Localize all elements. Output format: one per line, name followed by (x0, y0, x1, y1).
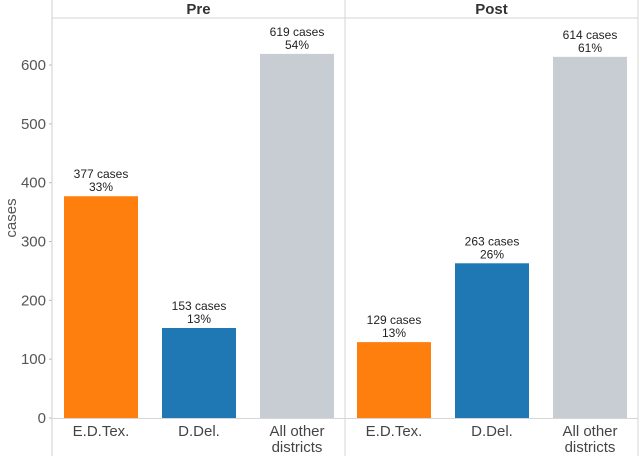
panel-title: Pre (186, 1, 210, 18)
data-label-percent: 33% (89, 180, 113, 194)
bar-d-del (162, 328, 236, 418)
y-tick-label: 600 (21, 57, 46, 74)
bar-e-d-tex (64, 196, 138, 418)
data-label-percent: 26% (480, 247, 504, 261)
y-tick-label: 300 (21, 234, 46, 251)
data-label-cases: 263 cases (465, 234, 520, 248)
data-label-percent: 54% (285, 38, 309, 52)
y-tick-label: 400 (21, 175, 46, 192)
x-tick-label: D.Del. (178, 423, 220, 440)
x-tick-label: E.D.Tex. (73, 423, 130, 440)
data-label-cases: 153 cases (172, 299, 227, 313)
bar-d-del (455, 263, 529, 418)
x-tick-label: All other (269, 423, 324, 440)
x-tick-label: D.Del. (471, 423, 513, 440)
data-label-percent: 61% (578, 41, 602, 55)
y-tick-label: 200 (21, 292, 46, 309)
data-label-cases: 619 cases (270, 25, 325, 39)
x-tick-label: All other (562, 423, 617, 440)
y-axis-label: cases (3, 198, 20, 237)
data-label-cases: 614 cases (563, 28, 618, 42)
panel-title: Post (475, 1, 508, 18)
x-tick-label: districts (272, 439, 323, 456)
x-tick-label: E.D.Tex. (366, 423, 423, 440)
data-label-percent: 13% (382, 326, 406, 340)
bar-all-other-districts (260, 53, 334, 418)
bar-all-other-districts (553, 56, 627, 419)
bar-e-d-tex (357, 342, 431, 418)
y-tick-label: 0 (38, 410, 46, 427)
y-tick-label: 100 (21, 351, 46, 368)
data-label-cases: 129 cases (367, 313, 422, 327)
data-label-cases: 377 cases (74, 167, 129, 181)
y-tick-label: 500 (21, 116, 46, 133)
data-label-percent: 13% (187, 312, 211, 326)
x-tick-label: districts (565, 439, 616, 456)
y-axis: 0 100 200 300 400 500 600 (21, 0, 53, 456)
